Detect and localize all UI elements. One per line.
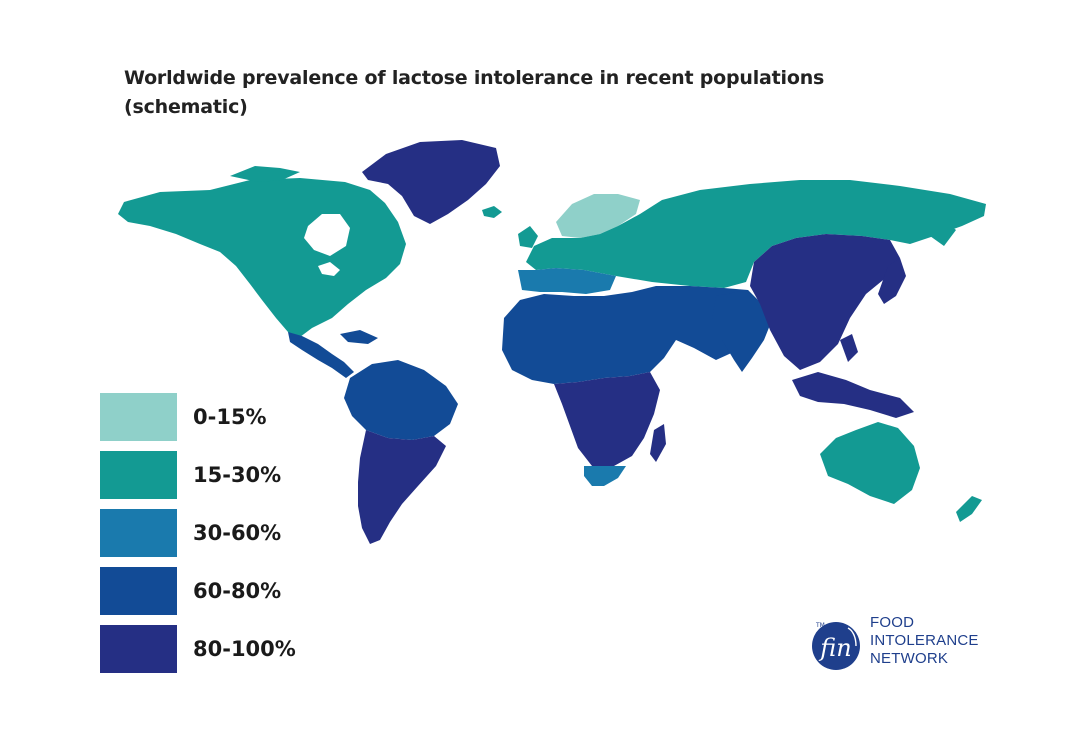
- legend-item: 60-80%: [100, 567, 360, 615]
- legend-label: 30-60%: [193, 521, 282, 545]
- region-southern-africa: [584, 466, 626, 486]
- region-uk: [518, 226, 538, 248]
- legend-label: 0-15%: [193, 405, 267, 429]
- legend-label: 80-100%: [193, 637, 296, 661]
- logo-text-line-2: INTOLERANCE: [870, 632, 979, 649]
- logo-mark-text: fin: [818, 634, 851, 662]
- food-intolerance-network-logo: fin TM FOOD INTOLERANCE NETWORK: [808, 612, 1008, 676]
- region-central-america: [288, 332, 354, 378]
- legend-swatch: [100, 451, 177, 499]
- region-iceland: [482, 206, 502, 218]
- hudson-bay: [304, 214, 350, 256]
- legend-swatch: [100, 567, 177, 615]
- region-caribbean: [340, 330, 378, 344]
- logo-text: FOOD INTOLERANCE NETWORK: [870, 614, 979, 668]
- region-south-america-south: [358, 430, 446, 544]
- region-south-america-north: [344, 360, 458, 440]
- legend-swatch: [100, 393, 177, 441]
- legend-label: 15-30%: [193, 463, 282, 487]
- map-title-line-2: (schematic): [124, 96, 248, 118]
- map-title: Worldwide prevalence of lactose intolera…: [124, 64, 824, 122]
- logo-tm: TM: [815, 622, 825, 629]
- map-title-line-1: Worldwide prevalence of lactose intolera…: [124, 67, 825, 89]
- region-australia: [820, 422, 920, 504]
- region-southeast-asia-islands: [792, 372, 914, 418]
- region-japan: [878, 258, 906, 304]
- fin-logo-icon: fin TM: [812, 622, 860, 670]
- logo-text-line-1: FOOD: [870, 614, 915, 631]
- legend-item: 30-60%: [100, 509, 360, 557]
- region-southern-europe: [518, 268, 616, 294]
- region-europe-russia: [526, 180, 986, 288]
- region-new-zealand: [956, 496, 982, 522]
- logo-text-line-3: NETWORK: [870, 650, 949, 667]
- region-north-america: [118, 178, 406, 340]
- region-east-asia: [750, 234, 900, 370]
- region-north-africa-middle-east: [502, 286, 760, 384]
- legend-item: 0-15%: [100, 393, 360, 441]
- legend-item: 80-100%: [100, 625, 360, 673]
- legend-swatch: [100, 625, 177, 673]
- region-madagascar: [650, 424, 666, 462]
- region-scandinavia: [556, 194, 640, 238]
- legend-swatch: [100, 509, 177, 557]
- region-arctic-islands: [230, 166, 300, 182]
- region-greenland: [362, 140, 500, 224]
- legend-item: 15-30%: [100, 451, 360, 499]
- legend-label: 60-80%: [193, 579, 282, 603]
- region-sub-saharan-africa: [554, 372, 660, 466]
- great-lakes: [318, 262, 340, 276]
- region-south-asia: [712, 290, 772, 372]
- region-philippines: [840, 334, 858, 362]
- region-kamchatka: [930, 222, 956, 246]
